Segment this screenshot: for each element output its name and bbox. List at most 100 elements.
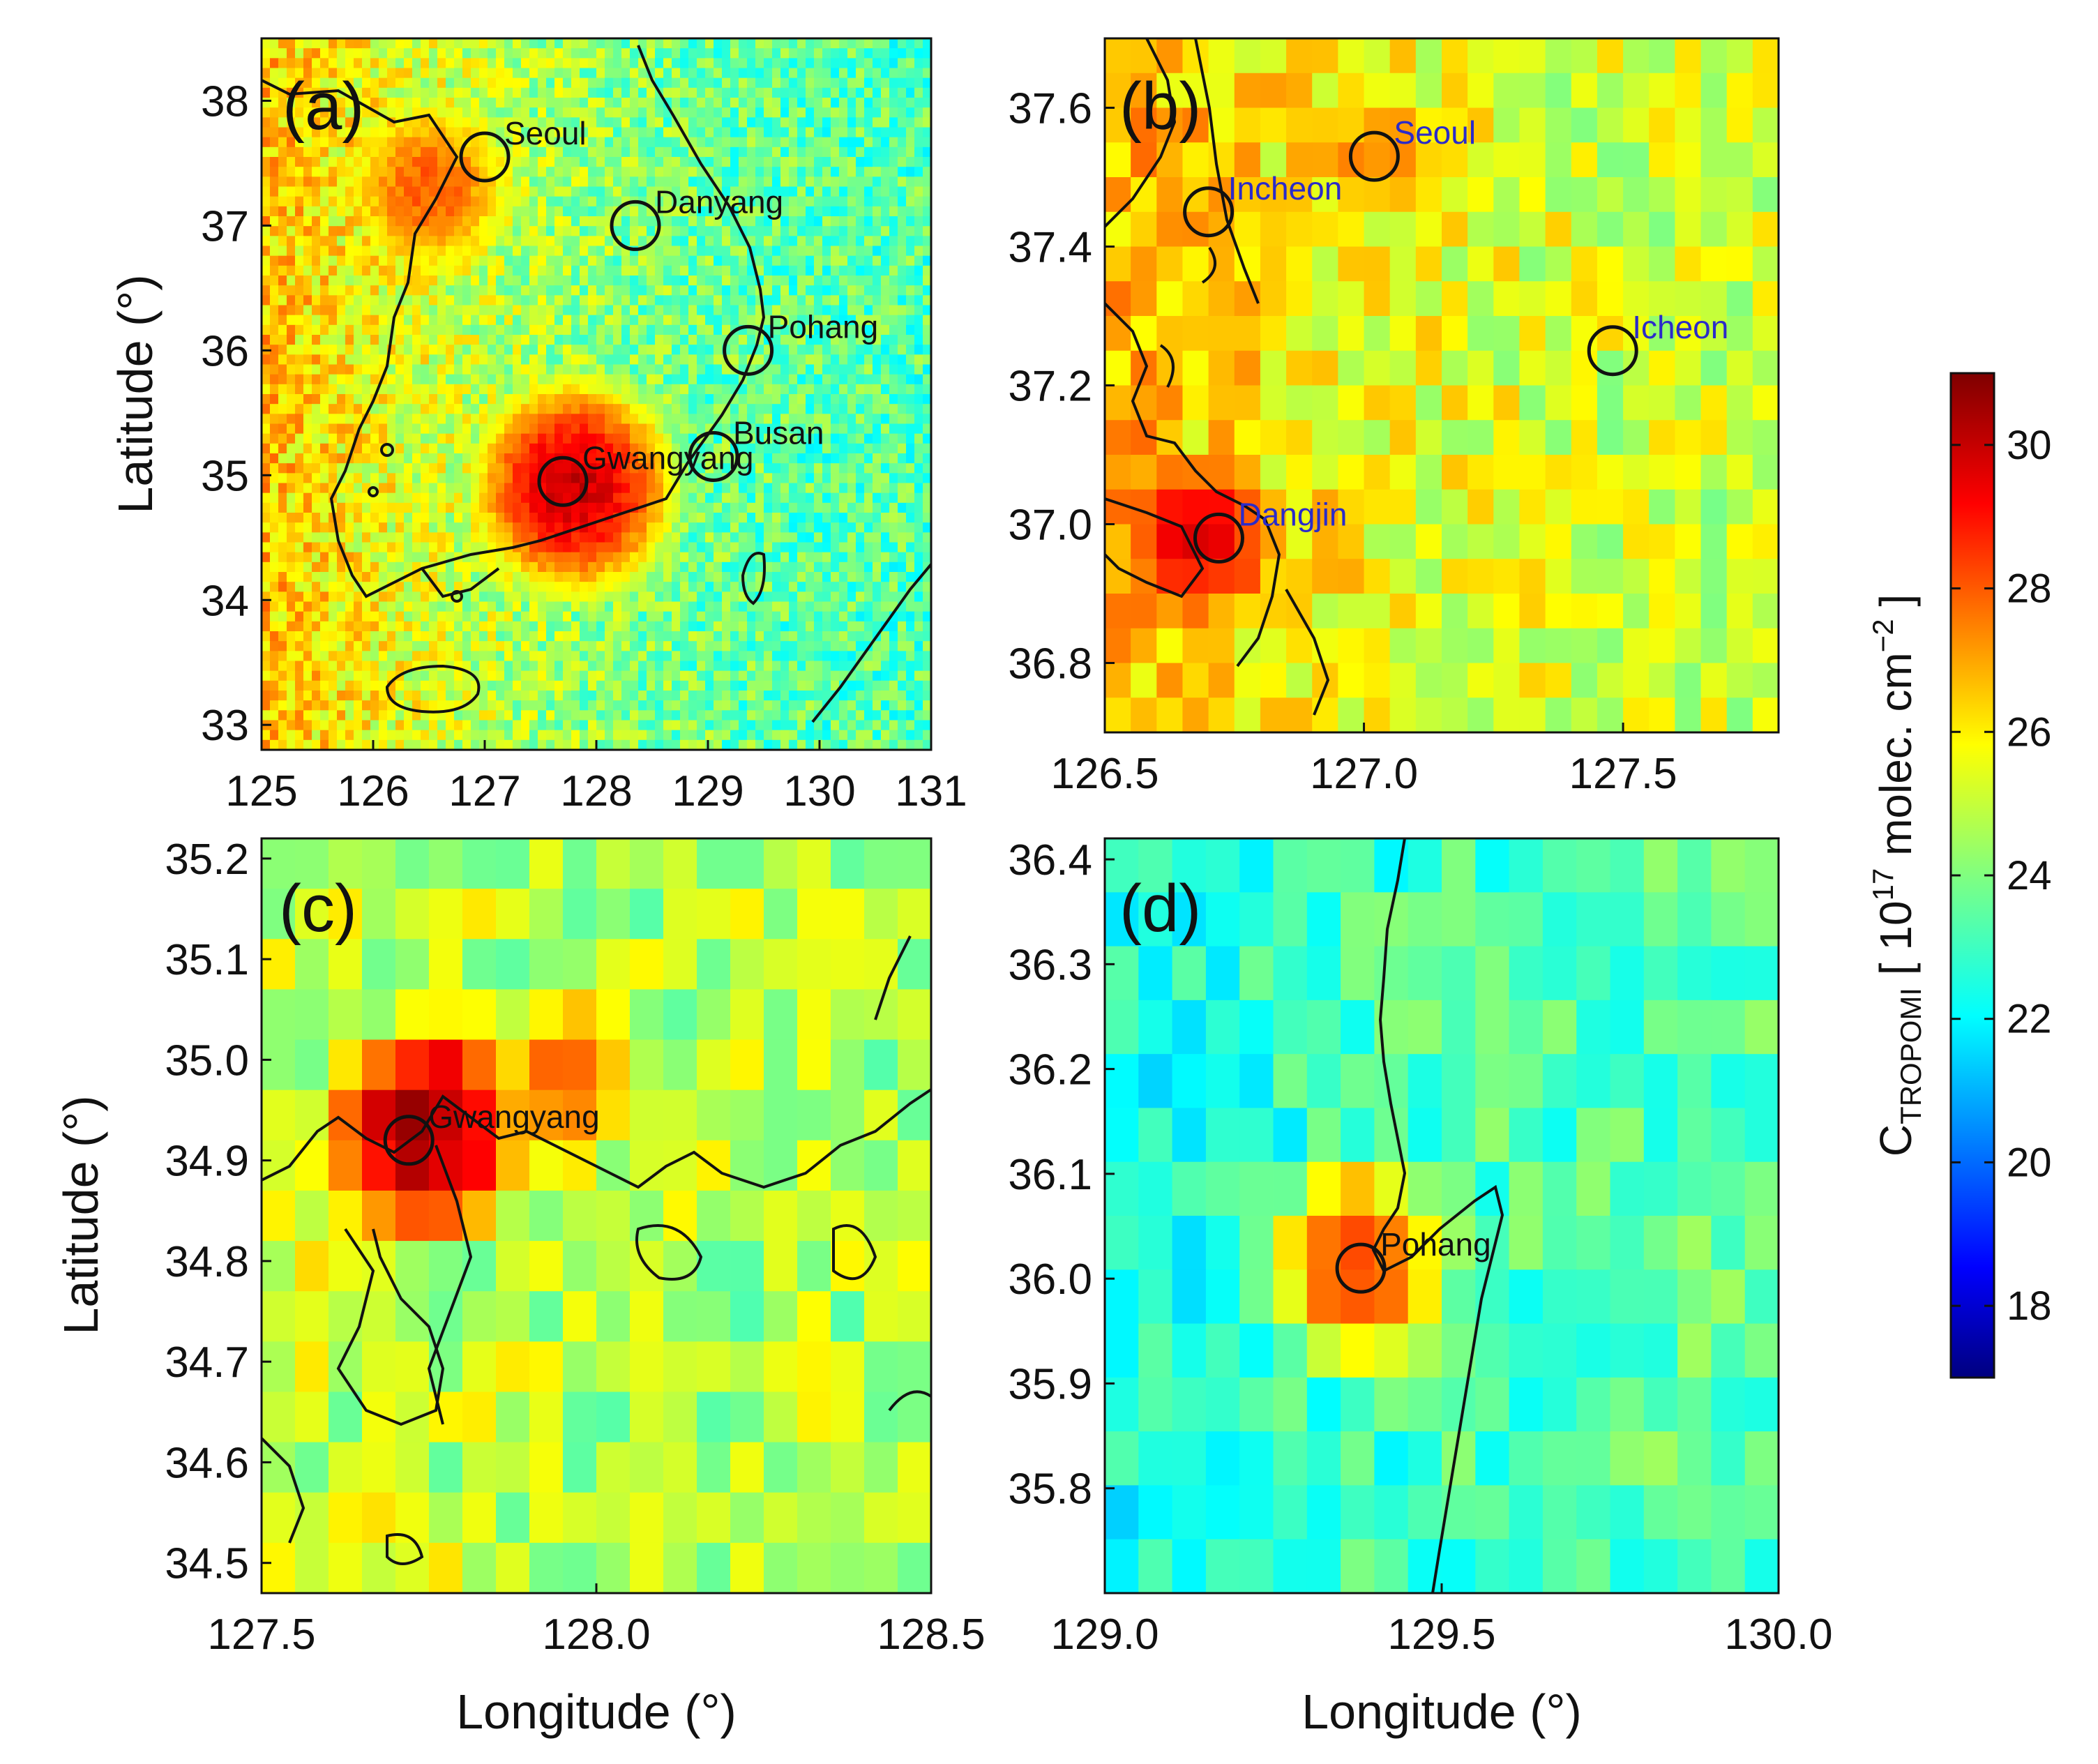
heat-cell — [839, 492, 848, 504]
heat-cell — [395, 522, 405, 533]
heat-cell — [613, 414, 622, 425]
heat-cell — [663, 513, 672, 523]
heat-cell — [923, 463, 931, 474]
heat-cell — [906, 453, 915, 464]
heat-cell — [881, 404, 890, 414]
heat-cell — [437, 552, 446, 563]
heat-cell — [588, 641, 597, 651]
heat-cell — [488, 621, 497, 632]
heat-cell — [504, 473, 513, 484]
heat-cell — [856, 473, 865, 484]
heat-cell — [312, 265, 321, 276]
heat-cell — [345, 651, 354, 662]
heat-cell — [831, 38, 840, 49]
heat-cell — [898, 463, 907, 474]
heat-cell — [488, 68, 497, 79]
heat-cell — [806, 463, 815, 474]
heat-cell — [613, 522, 622, 533]
heat-cell — [462, 404, 471, 414]
heat-cell — [873, 404, 882, 414]
heat-cell — [446, 522, 455, 533]
heat-cell — [847, 157, 856, 167]
heat-cell — [479, 58, 488, 69]
heat-cell — [337, 582, 346, 592]
heat-cell — [596, 48, 605, 59]
heat-cell — [873, 87, 882, 98]
heat-cell — [889, 433, 898, 444]
heat-cell — [379, 354, 388, 365]
heat-cell — [538, 206, 547, 217]
heat-cell — [329, 196, 338, 207]
heat-cell — [906, 473, 915, 484]
heat-cell — [647, 157, 656, 167]
heat-cell — [881, 206, 890, 217]
heat-cell — [755, 443, 764, 454]
heat-cell — [755, 354, 764, 365]
heat-cell — [630, 542, 639, 553]
heat-cell — [873, 641, 882, 651]
heat-cell — [688, 276, 697, 286]
heat-cell — [554, 404, 564, 414]
heat-cell — [638, 216, 647, 227]
heat-cell — [303, 433, 312, 444]
heat-cell — [471, 157, 480, 167]
heat-cell — [262, 542, 271, 553]
heat-cell — [822, 601, 831, 612]
heat-cell — [705, 611, 714, 622]
heat-cell — [873, 324, 882, 336]
heat-cell — [747, 561, 756, 573]
heat-cell — [856, 246, 865, 257]
heat-cell — [462, 384, 471, 395]
heat-cell — [789, 473, 798, 484]
heat-cell — [446, 572, 455, 582]
heat-cell — [714, 77, 723, 89]
heat-cell — [362, 374, 371, 385]
heat-cell — [546, 77, 555, 89]
heat-cell — [554, 68, 564, 79]
heat-cell — [437, 117, 446, 128]
heat-cell — [814, 404, 823, 414]
heat-cell — [638, 98, 647, 108]
heat-cell — [714, 87, 723, 98]
heat-cell — [429, 423, 438, 435]
heat-cell — [747, 423, 756, 435]
heat-cell — [320, 582, 329, 592]
heat-cell — [278, 305, 287, 316]
heat-cell — [914, 98, 923, 108]
heat-cell — [454, 58, 463, 69]
heat-cell — [621, 98, 631, 108]
heat-cell — [655, 285, 664, 296]
heat-cell — [479, 384, 488, 395]
heat-cell — [789, 87, 798, 98]
heat-cell — [421, 394, 430, 405]
heat-cell — [446, 483, 455, 494]
heat-cell — [278, 167, 287, 177]
heat-cell — [772, 502, 781, 513]
heat-cell — [462, 186, 471, 197]
heat-cell — [672, 572, 681, 582]
heat-cell — [780, 276, 790, 286]
heat-cell — [588, 374, 597, 385]
heat-cell — [488, 374, 497, 385]
heat-cell — [454, 641, 463, 651]
heat-cell — [421, 305, 430, 316]
heat-cell — [379, 226, 388, 236]
heat-cell — [772, 107, 781, 118]
heat-cell — [337, 522, 346, 533]
heat-cell — [747, 98, 756, 108]
heat-cell — [722, 255, 731, 266]
heat-cell — [797, 641, 806, 651]
heat-cell — [337, 157, 346, 167]
heat-cell — [739, 87, 748, 98]
heat-cell — [747, 631, 756, 642]
heat-cell — [262, 453, 271, 464]
heat-cell — [831, 276, 840, 286]
heat-cell — [462, 463, 471, 474]
heat-cell — [446, 364, 455, 375]
heat-cell — [596, 354, 605, 365]
heat-cell — [454, 285, 463, 296]
heat-cell — [554, 621, 564, 632]
heat-cell — [529, 255, 538, 266]
heat-cell — [873, 433, 882, 444]
heat-cell — [714, 315, 723, 326]
